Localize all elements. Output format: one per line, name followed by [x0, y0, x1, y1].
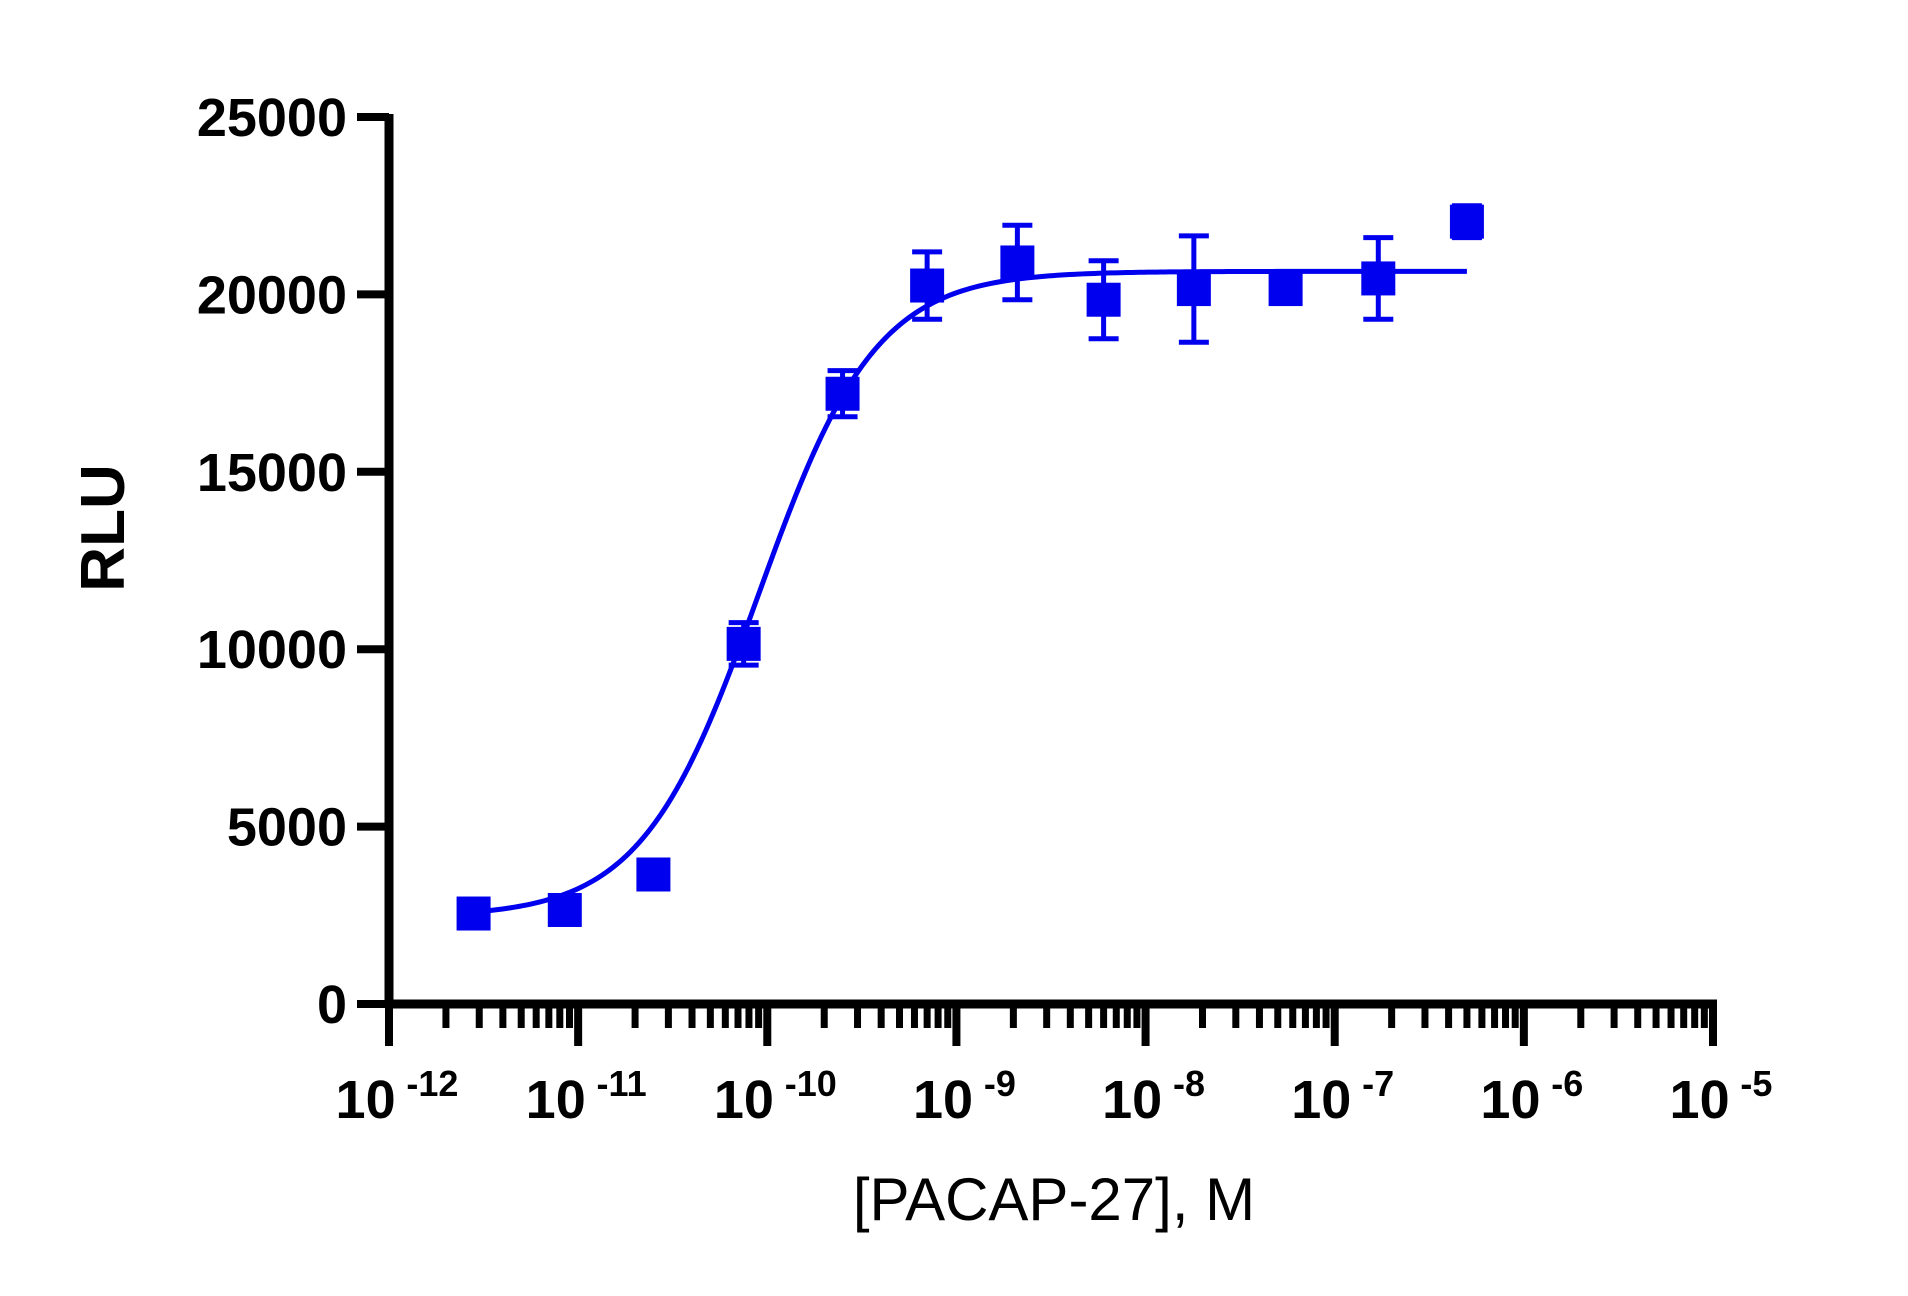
data-point-3 — [636, 857, 671, 892]
x-tick-label-4: 10 -8 — [1102, 1063, 1205, 1130]
data-point-5 — [825, 368, 860, 420]
point-marker — [726, 626, 761, 661]
data-point-7 — [1000, 222, 1035, 303]
y-tick-label-20000: 20000 — [197, 265, 347, 325]
axis-ticks: 0 5000 10000 15000 20000 25000 10 -12 10 -11 10 … — [197, 88, 1773, 1130]
y-tick-label-0: 0 — [317, 975, 347, 1035]
data-point-8 — [1086, 258, 1121, 342]
point-marker — [1361, 261, 1396, 296]
data-point-11 — [1361, 235, 1396, 322]
data-point-9 — [1176, 233, 1211, 345]
fit-curve-group — [473, 268, 1467, 915]
data-point-1 — [456, 896, 491, 931]
x-tick-label-7: 10 -5 — [1670, 1063, 1773, 1130]
point-marker — [825, 376, 860, 411]
point-marker — [910, 268, 945, 303]
y-tick-label-10000: 10000 — [197, 620, 347, 680]
point-marker — [1000, 245, 1035, 280]
point-marker — [1086, 282, 1121, 317]
fit-curve — [473, 268, 1467, 915]
data-point-2 — [547, 892, 582, 927]
y-tick-label-15000: 15000 — [197, 443, 347, 503]
data-points — [456, 203, 1484, 931]
data-point-12 — [1449, 203, 1484, 241]
x-tick-label-0: 10 -12 — [336, 1063, 459, 1130]
x-tick-label-5: 10 -7 — [1291, 1063, 1394, 1130]
x-tick-label-6: 10 -6 — [1480, 1063, 1583, 1130]
x-tick-label-1: 10 -11 — [526, 1063, 647, 1130]
x-axis-title: [PACAP-27], M — [853, 1166, 1255, 1233]
point-marker — [1268, 272, 1303, 307]
data-point-6 — [910, 249, 945, 322]
x-tick-label-2: 10 -10 — [714, 1063, 837, 1130]
point-marker — [1176, 272, 1211, 307]
axes — [384, 114, 1717, 1009]
point-marker — [547, 892, 582, 927]
point-marker — [456, 896, 491, 931]
y-axis-title: RLU — [69, 464, 138, 591]
data-point-10 — [1268, 272, 1303, 307]
point-marker — [1449, 204, 1484, 239]
point-marker — [636, 857, 671, 892]
data-point-4 — [726, 620, 761, 668]
x-tick-label-3: 10 -9 — [913, 1063, 1016, 1130]
y-tick-label-25000: 25000 — [197, 88, 347, 148]
y-tick-label-5000: 5000 — [227, 798, 347, 858]
